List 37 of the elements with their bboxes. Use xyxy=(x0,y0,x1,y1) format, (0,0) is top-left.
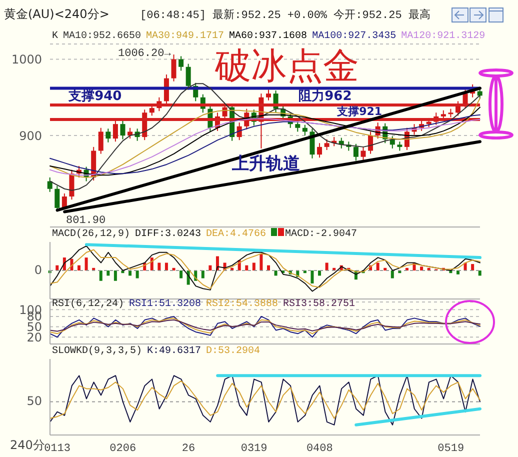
text: D:53.2904 xyxy=(206,346,260,357)
text: MA120:921.3129 xyxy=(401,31,486,42)
ref-line-label: 支撑940 xyxy=(68,89,122,104)
legend-label: MACD:-2.9047 xyxy=(284,229,358,240)
series-label: DIFF:3.0243 xyxy=(135,229,202,240)
annotation: 1006.20→ xyxy=(118,48,171,60)
legend-title: SLOWKD(9,3,3,5) xyxy=(52,346,142,357)
text: MA30:949.1717 xyxy=(146,31,224,42)
ref-line-label: 0 xyxy=(33,262,42,276)
text: [06:48:45] 最新:952.25 +0.00% 今开:952.25 最高 xyxy=(140,8,430,22)
x-tick-label: 26 xyxy=(182,442,196,455)
y-tick-label: 900 xyxy=(19,128,42,143)
y-tick-label: 1000 xyxy=(11,52,42,67)
legend-title: RSI(6,12,24) xyxy=(52,299,124,310)
x-tick-label: 0319 xyxy=(240,442,268,455)
ref-line-label: 阻力962 xyxy=(298,89,352,104)
x-tick-label: 0408 xyxy=(306,442,333,455)
text: MA60:937.1608 xyxy=(229,31,308,42)
legend-title: MACD(26,12,9) xyxy=(52,229,130,240)
chart-subtitle: 黄金(AU)<240分> xyxy=(4,6,110,23)
text: K:49.6317 xyxy=(147,346,202,357)
series-label: RSI1:51.3208 xyxy=(129,299,202,310)
x-tick-label: 0113 xyxy=(44,442,70,455)
series-label: DEA:4.4766 xyxy=(206,229,266,240)
legend-title: K xyxy=(52,31,58,42)
ref-line-label: 支撑921 xyxy=(337,105,382,118)
chart-title: 破冰点金 xyxy=(215,45,359,89)
x-tick-label: 0519 xyxy=(438,442,464,455)
text: MA10:952.6650 xyxy=(63,31,142,42)
annotation: 801.90 xyxy=(66,215,106,227)
series-label: RSI2:54.3888 xyxy=(206,299,278,310)
x-axis-title: 240分 xyxy=(10,437,45,454)
annotation: 上升轨道 xyxy=(232,153,300,175)
text: MA100:927.3435 xyxy=(312,31,396,42)
x-tick-label: 0206 xyxy=(110,442,136,455)
y-tick-label: 20 xyxy=(26,330,42,344)
series-label: RSI3:58.2751 xyxy=(283,299,356,310)
